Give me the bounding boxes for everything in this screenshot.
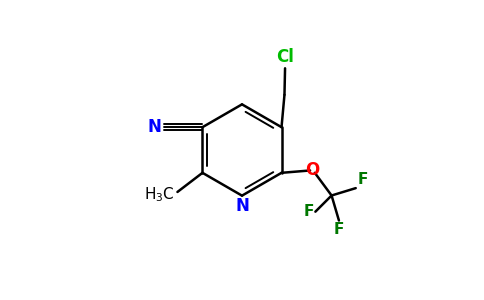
Text: N: N: [235, 197, 249, 215]
Text: Cl: Cl: [276, 48, 294, 66]
Text: F: F: [357, 172, 367, 187]
Text: O: O: [305, 161, 319, 179]
Text: N: N: [148, 118, 161, 136]
Text: F: F: [303, 204, 314, 219]
Text: H$_3$C: H$_3$C: [144, 186, 175, 204]
Text: F: F: [334, 222, 344, 237]
